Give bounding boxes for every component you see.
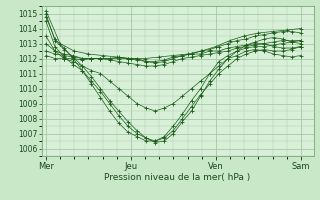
X-axis label: Pression niveau de la mer( hPa ): Pression niveau de la mer( hPa ) [104, 173, 251, 182]
